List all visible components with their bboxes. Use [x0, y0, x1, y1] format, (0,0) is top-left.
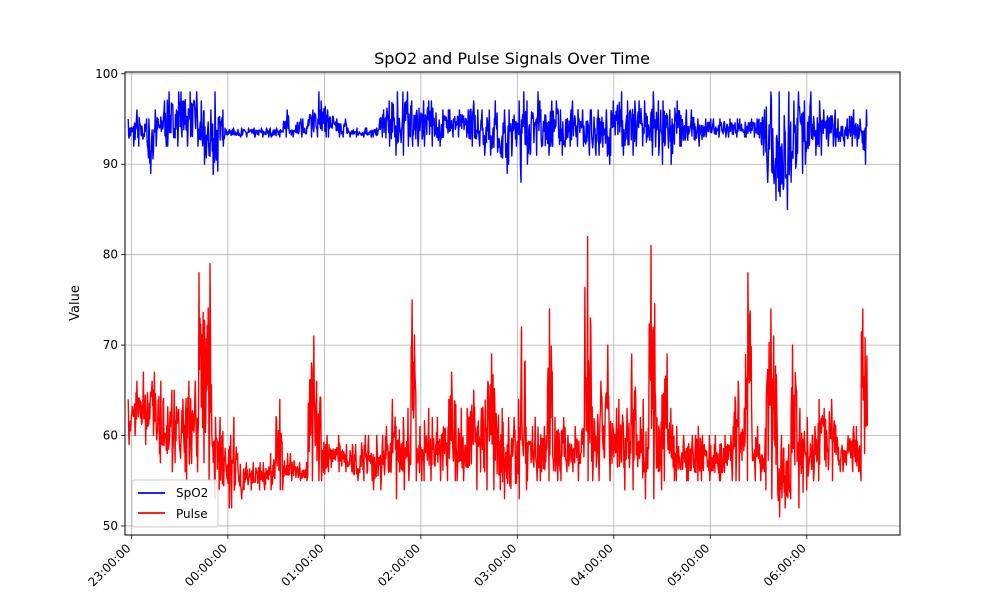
x-tick-label-02-00-00: 02:00:00 [375, 541, 423, 589]
y-tick-label-100: 100 [95, 67, 118, 81]
series-line-pulse [127, 235, 869, 518]
x-tick-label-06-00-00: 06:00:00 [761, 541, 809, 589]
x-tick-label-00-00-00: 00:00:00 [182, 541, 230, 589]
y-tick-label-80: 80 [103, 248, 118, 262]
y-axis-label: Value [68, 285, 83, 321]
y-tick-label-70: 70 [103, 338, 118, 352]
x-tick-label-03-00-00: 03:00:00 [471, 541, 519, 589]
x-ticks: 23:00:00 00:00:00 01:00:00 02:00:00 03:00:00… [86, 535, 809, 589]
legend: SpO2 Pulse [131, 479, 219, 528]
chart-title: SpO2 and Pulse Signals Over Time [374, 49, 650, 68]
x-tick-label-05-00-00: 05:00:00 [664, 541, 712, 589]
y-tick-label-60: 60 [103, 429, 118, 443]
legend-box [131, 479, 219, 528]
series-lines [127, 91, 869, 518]
axes-frame [124, 71, 901, 536]
x-tick-label-01-00-00: 01:00:00 [278, 541, 326, 589]
series-line-spo2 [127, 91, 868, 211]
grid-lines [125, 72, 900, 535]
y-ticks: 50 60 70 80 90 100 [95, 67, 125, 533]
legend-label-spo2: SpO2 [176, 486, 208, 500]
legend-label-pulse: Pulse [176, 507, 208, 521]
x-tick-label-23-00-00: 23:00:00 [86, 541, 134, 589]
y-tick-label-90: 90 [103, 157, 118, 171]
x-tick-label-04-00-00: 04:00:00 [568, 541, 616, 589]
y-tick-label-50: 50 [103, 519, 118, 533]
